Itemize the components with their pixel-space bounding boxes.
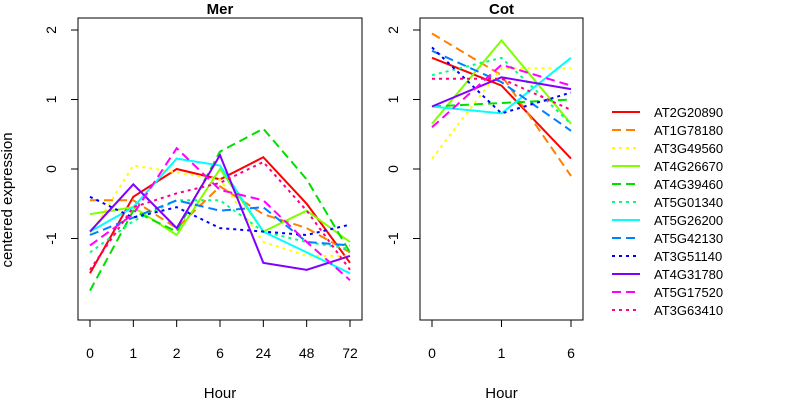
legend-entry-label: AT5G26200 xyxy=(654,213,723,228)
cot-series-line-at5g01340 xyxy=(431,56,572,125)
mer-panel-title: Mer xyxy=(207,1,234,18)
cot-series-line-at4g31780 xyxy=(431,76,572,108)
y-axis-label: centered expression xyxy=(0,132,16,267)
cot-x-axis-label: Hour xyxy=(485,385,518,400)
legend-entry-label: AT2G20890 xyxy=(654,105,723,120)
mer-series-line-at5g42130 xyxy=(89,199,351,247)
cot-panel-title: Cot xyxy=(489,1,514,18)
mer-y-tick-label: -1 xyxy=(43,232,59,245)
cot-y-tick-label: 0 xyxy=(385,165,401,173)
legend-entry-label: AT4G39460 xyxy=(654,177,723,192)
mer-x-tick-label: 48 xyxy=(299,345,315,361)
mer-x-tick-label: 0 xyxy=(86,345,94,361)
mer-y-tick-label: 1 xyxy=(43,95,59,103)
mer-series-line-at5g17520 xyxy=(89,146,351,281)
cot-series-line-at5g42130 xyxy=(431,49,572,132)
cot-series-line-at3g49560 xyxy=(431,67,571,160)
cot-series-line-at2g20890 xyxy=(431,56,572,160)
mer-y-tick-label: 2 xyxy=(43,26,59,34)
mer-y-tick-label: 0 xyxy=(43,165,59,173)
legend-entry-label: AT5G01340 xyxy=(654,195,723,210)
cot-series-line-at5g26200 xyxy=(431,57,572,115)
mer-x-tick-label: 24 xyxy=(256,345,272,361)
legend-entry-label: AT3G51140 xyxy=(654,249,722,264)
mer-series-line-at4g39460 xyxy=(89,127,351,292)
legend-entry-label: AT3G63410 xyxy=(654,303,723,318)
legend-entry-label: AT4G26670 xyxy=(654,159,723,174)
cot-y-tick-label: 1 xyxy=(385,95,401,103)
cot-x-tick-label: 1 xyxy=(498,345,506,361)
mer-series-line-at3g51140 xyxy=(89,195,351,237)
cot-series-line-at3g63410 xyxy=(432,77,572,111)
legend-entry-label: AT4G31780 xyxy=(654,267,723,282)
cot-series-line-at5g17520 xyxy=(431,63,572,129)
cot-x-tick-label: 0 xyxy=(428,345,436,361)
mer-x-tick-label: 1 xyxy=(129,345,137,361)
mer-x-axis-label: Hour xyxy=(204,385,237,400)
legend-entry-label: AT5G42130 xyxy=(654,231,723,246)
cot-series-line-at1g78180 xyxy=(431,32,572,177)
cot-y-tick-label: 2 xyxy=(385,26,401,34)
mer-x-tick-label: 72 xyxy=(342,345,358,361)
mer-x-tick-label: 6 xyxy=(216,345,224,361)
cot-series-line-at4g39460 xyxy=(431,98,572,108)
mer-series-line-at5g26200 xyxy=(89,157,351,275)
legend-entry-label: AT5G17520 xyxy=(654,285,723,300)
cot-y-tick-label: -1 xyxy=(385,232,401,245)
legend-entry-label: AT1G78180 xyxy=(654,123,723,138)
mer-series-line-at3g49560 xyxy=(89,164,350,257)
mer-series-line-at1g78180 xyxy=(90,185,351,254)
mer-series-line-at4g31780 xyxy=(89,152,351,271)
mer-x-tick-label: 2 xyxy=(173,345,181,361)
cot-x-tick-label: 6 xyxy=(567,345,575,361)
legend-entry-label: AT3G49560 xyxy=(654,141,723,156)
